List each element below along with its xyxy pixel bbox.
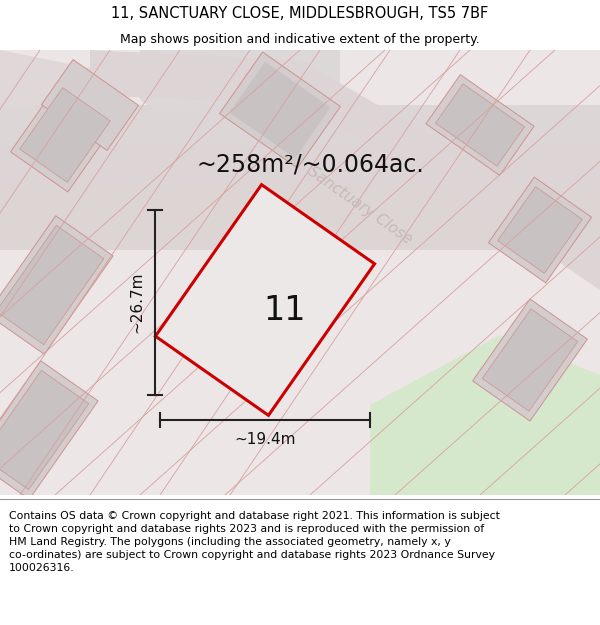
Polygon shape xyxy=(370,335,600,495)
Polygon shape xyxy=(0,145,600,185)
Text: Sanctuary Close: Sanctuary Close xyxy=(305,163,415,247)
Text: Map shows position and indicative extent of the property.: Map shows position and indicative extent… xyxy=(120,32,480,46)
Polygon shape xyxy=(426,74,534,176)
Polygon shape xyxy=(0,371,89,489)
Polygon shape xyxy=(488,177,592,283)
Polygon shape xyxy=(155,184,374,416)
Text: ~258m²/~0.064ac.: ~258m²/~0.064ac. xyxy=(196,153,424,177)
Polygon shape xyxy=(482,309,578,411)
Polygon shape xyxy=(0,50,110,180)
Polygon shape xyxy=(140,50,340,140)
Polygon shape xyxy=(41,59,139,151)
Polygon shape xyxy=(498,187,582,273)
Polygon shape xyxy=(20,88,110,182)
Polygon shape xyxy=(0,180,600,250)
Polygon shape xyxy=(0,226,104,344)
Polygon shape xyxy=(90,50,600,290)
Text: ~26.7m: ~26.7m xyxy=(130,272,145,333)
Polygon shape xyxy=(0,361,98,499)
Text: 11: 11 xyxy=(264,294,306,326)
Polygon shape xyxy=(0,105,600,150)
Polygon shape xyxy=(11,78,119,192)
Text: 11, SANCTUARY CLOSE, MIDDLESBROUGH, TS5 7BF: 11, SANCTUARY CLOSE, MIDDLESBROUGH, TS5 … xyxy=(112,6,488,21)
Polygon shape xyxy=(220,52,340,168)
Polygon shape xyxy=(436,84,524,166)
Polygon shape xyxy=(0,216,113,354)
Text: ~19.4m: ~19.4m xyxy=(234,432,296,447)
Polygon shape xyxy=(473,299,587,421)
Text: Contains OS data © Crown copyright and database right 2021. This information is : Contains OS data © Crown copyright and d… xyxy=(9,511,500,573)
Polygon shape xyxy=(229,62,331,158)
